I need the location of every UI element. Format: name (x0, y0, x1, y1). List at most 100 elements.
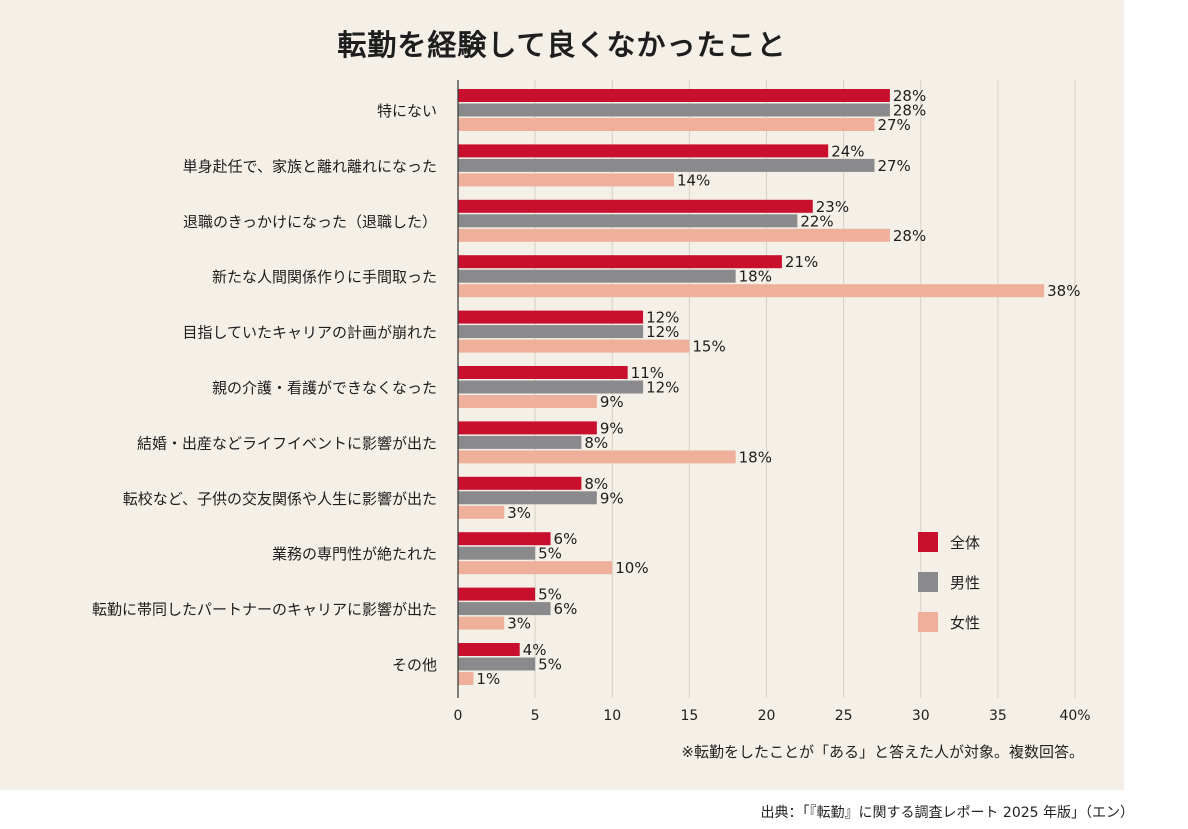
category-label: 単身赴任で、家族と離れ離れになった (183, 157, 437, 175)
category-label: 親の介護・看護ができなくなった (212, 379, 437, 397)
category-label: 転校など、子供の交友関係や人生に影響が出た (123, 490, 437, 508)
data-label: 12% (646, 309, 679, 327)
chart-note: ※転勤をしたことが「ある」と答えた人が対象。複数回答。 (681, 743, 1084, 761)
bar-female (458, 118, 875, 131)
category-label: 新たな人間関係作りに手間取った (212, 268, 437, 286)
data-label: 5% (538, 545, 562, 563)
data-label: 4% (523, 641, 547, 659)
legend-label-female: 女性 (950, 613, 981, 632)
bar-chart: 特にない28%28%27%単身赴任で、家族と離れ離れになった24%27%14%退… (92, 80, 1091, 724)
data-label: 11% (631, 364, 664, 382)
legend-swatch-female (918, 612, 938, 632)
legend-item-total: 全体 (918, 532, 980, 552)
data-label: 28% (893, 102, 926, 120)
legend-label-total: 全体 (950, 533, 981, 552)
bar-male (458, 546, 536, 560)
legend-swatch-total (918, 532, 938, 552)
chart-panel: 転勤を経験して良くなかったこと 特にない 28% 28% 27% 単身赴任で、家族と離れ… (0, 0, 1124, 790)
data-label: 9% (600, 393, 624, 411)
legend-swatch-male (918, 572, 938, 592)
data-label: 12% (646, 323, 679, 341)
data-label: 28% (893, 87, 926, 105)
data-label: 18% (739, 268, 772, 286)
x-tick-label: 10 (603, 708, 621, 724)
bar-female (458, 616, 505, 630)
bar-total (458, 144, 829, 158)
chart-legend: 全体 男性 女性 (918, 532, 980, 652)
data-label: 24% (831, 142, 864, 160)
data-label: 3% (507, 615, 531, 633)
data-label: 18% (739, 448, 772, 466)
data-label: 21% (785, 253, 818, 271)
data-label: 1% (476, 670, 500, 688)
data-label: 15% (692, 338, 725, 356)
bar-male (458, 158, 875, 172)
data-label: 9% (600, 489, 624, 507)
x-tick-label: 0 (454, 708, 463, 724)
bar-total (458, 643, 520, 656)
bar-total (458, 532, 551, 546)
x-tick-label: 40% (1059, 708, 1090, 724)
bar-male (458, 380, 644, 394)
bar-female (458, 505, 505, 519)
data-label: 23% (816, 198, 849, 216)
bar-male (458, 602, 551, 616)
x-tick-label: 30 (912, 708, 930, 724)
data-label: 6% (554, 530, 578, 548)
category-label: 結婚・出産などライフイベントに影響が出た (137, 434, 437, 452)
category-label: 特にない (377, 102, 437, 120)
bar-total (458, 421, 597, 435)
category-label: 転勤に帯同したパートナーのキャリアに影響が出た (92, 601, 437, 619)
category-label: その他 (392, 656, 437, 674)
data-label: 10% (615, 559, 648, 577)
bar-female (458, 173, 674, 187)
data-label: 8% (584, 475, 608, 493)
source-credit: 出典：「『転勤』に関する調査レポート 2025 年版」（エン） (760, 805, 1134, 821)
category-label: 目指していたキャリアの計画が崩れた (182, 324, 437, 342)
bar-male (458, 214, 798, 228)
data-label: 5% (538, 586, 562, 604)
bar-male (458, 657, 536, 671)
bar-male (458, 435, 582, 449)
data-label: 22% (800, 212, 833, 230)
data-label: 6% (554, 600, 578, 618)
bar-total (458, 310, 644, 324)
bar-total (458, 199, 813, 213)
legend-item-male: 男性 (918, 572, 980, 592)
x-tick-label: 25 (835, 708, 853, 724)
data-label: 5% (538, 656, 562, 674)
data-label: 27% (877, 116, 910, 134)
x-tick-label: 5 (531, 708, 540, 724)
data-label: 8% (584, 434, 608, 452)
bar-total (458, 587, 536, 601)
x-tick-label: 20 (758, 708, 776, 724)
bar-female (458, 339, 690, 353)
bar-male (458, 103, 890, 117)
bar-male (458, 491, 597, 505)
category-label: 退職のきっかけになった（退職した） (183, 213, 437, 231)
bar-total (458, 255, 782, 269)
x-tick-label: 35 (989, 708, 1007, 724)
bar-female (458, 284, 1045, 298)
bar-female (458, 561, 613, 575)
bar-male (458, 269, 736, 283)
data-label: 27% (877, 157, 910, 175)
legend-item-female: 女性 (918, 612, 980, 632)
data-label: 12% (646, 379, 679, 397)
bar-total (458, 366, 628, 379)
bar-female (458, 395, 597, 408)
bar-female (458, 228, 890, 242)
data-label: 9% (600, 419, 624, 437)
bar-total (458, 89, 890, 102)
x-tick-label: 15 (680, 708, 698, 724)
category-label: 業務の専門性が絶たれた (272, 545, 437, 563)
bar-female (458, 672, 474, 685)
data-label: 28% (893, 227, 926, 245)
legend-label-male: 男性 (950, 573, 981, 592)
data-label: 14% (677, 171, 710, 189)
data-label: 38% (1047, 282, 1080, 300)
bar-female (458, 450, 736, 464)
data-label: 3% (507, 504, 531, 522)
bar-male (458, 325, 644, 339)
